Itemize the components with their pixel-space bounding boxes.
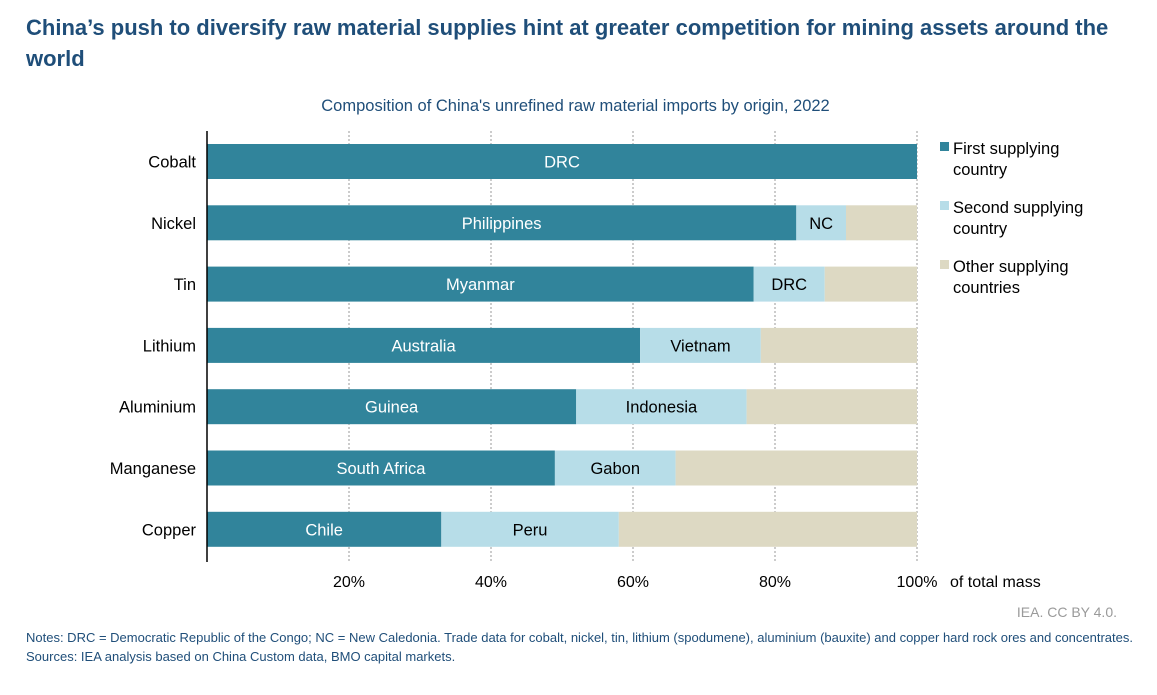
x-tick-label: 100% bbox=[897, 574, 938, 591]
legend: First supplying country Second supplying co… bbox=[940, 140, 1083, 297]
category-label: Cobalt bbox=[148, 154, 196, 172]
bar-segment-tin-2 bbox=[753, 266, 825, 302]
sources-text: Sources: IEA analysis based on China Cus… bbox=[26, 649, 456, 664]
category-labels: Cobalt Nickel Tin Lithium Aluminium Manganese… bbox=[110, 154, 197, 540]
legend-swatch bbox=[940, 142, 949, 151]
bar-segment-lithium-1 bbox=[207, 327, 641, 363]
bar-label: Chile bbox=[305, 521, 343, 539]
legend-label: Second supplying bbox=[953, 199, 1083, 217]
bar-label: Australia bbox=[391, 337, 456, 355]
bar-segment-copper-1 bbox=[207, 511, 442, 547]
x-tick-label: 60% bbox=[617, 574, 649, 591]
bar-segment-nickel-1 bbox=[207, 205, 797, 241]
x-tick-label: 40% bbox=[475, 574, 507, 591]
bar-segment-copper-2 bbox=[441, 511, 619, 547]
x-tick-label: 80% bbox=[759, 574, 791, 591]
bar-label: Myanmar bbox=[446, 276, 515, 294]
category-label: Lithium bbox=[143, 337, 196, 355]
bar-label: Guinea bbox=[365, 399, 419, 417]
chart-title: Composition of China's unrefined raw mat… bbox=[0, 97, 1157, 116]
legend-label: country bbox=[953, 220, 1008, 238]
x-tick-label: 20% bbox=[333, 574, 365, 591]
category-label: Nickel bbox=[151, 215, 196, 233]
bar-label: DRC bbox=[771, 276, 807, 294]
category-label: Aluminium bbox=[119, 399, 196, 417]
credit-text: IEA. CC BY 4.0. bbox=[1016, 604, 1117, 620]
bar-segment-tin-3 bbox=[824, 266, 917, 302]
legend-swatch bbox=[940, 260, 949, 269]
legend-label: Other supplying bbox=[953, 258, 1069, 276]
page-title: China’s push to diversify raw material s… bbox=[26, 15, 1109, 71]
bar-label: Gabon bbox=[590, 460, 640, 478]
bar-label: South Africa bbox=[336, 460, 426, 478]
bar-label: DRC bbox=[544, 154, 580, 172]
bar-segment-copper-3 bbox=[618, 511, 917, 547]
stacked-bar-chart: DRC Philippines NC Myanmar DRC Australia Vietn… bbox=[110, 131, 1083, 591]
category-label: Manganese bbox=[110, 460, 196, 478]
legend-swatch bbox=[940, 201, 949, 210]
x-tick-labels: 20% 40% 60% 80% 100% bbox=[333, 574, 937, 591]
notes-text: Notes: DRC = Democratic Republic of the … bbox=[26, 630, 1133, 645]
bar-label: Indonesia bbox=[626, 399, 698, 417]
bar-segment-tin-1 bbox=[207, 266, 754, 302]
notes-block: Notes: DRC = Democratic Republic of the … bbox=[26, 630, 1136, 665]
bar-segment-manganese-3 bbox=[675, 450, 917, 486]
bar-segment-manganese-2 bbox=[554, 450, 676, 486]
category-label: Copper bbox=[142, 521, 197, 539]
bar-segment-nickel-3 bbox=[846, 205, 917, 241]
x-axis-label: of total mass bbox=[950, 574, 1041, 591]
bar-label: Philippines bbox=[462, 215, 542, 233]
bar-segment-aluminium-3 bbox=[746, 389, 917, 425]
legend-label: First supplying bbox=[953, 140, 1059, 158]
bar-label: Vietnam bbox=[670, 337, 730, 355]
bar-segment-lithium-3 bbox=[760, 327, 917, 363]
legend-label: countries bbox=[953, 279, 1020, 297]
bars bbox=[207, 144, 917, 547]
bar-segment-aluminium-1 bbox=[207, 389, 577, 425]
bar-segment-lithium-2 bbox=[640, 327, 761, 363]
bar-segment-cobalt-1 bbox=[207, 144, 917, 179]
bar-label: NC bbox=[809, 215, 833, 233]
bar-segment-nickel-2 bbox=[796, 205, 846, 241]
chart-title-text: Composition of China's unrefined raw mat… bbox=[321, 97, 830, 115]
category-label: Tin bbox=[174, 276, 196, 294]
bar-labels: DRC Philippines NC Myanmar DRC Australia Vietn… bbox=[305, 154, 833, 540]
bar-label: Peru bbox=[513, 521, 548, 539]
bar-segment-aluminium-2 bbox=[576, 389, 747, 425]
legend-label: country bbox=[953, 161, 1008, 179]
bar-segment-manganese-1 bbox=[207, 450, 555, 486]
